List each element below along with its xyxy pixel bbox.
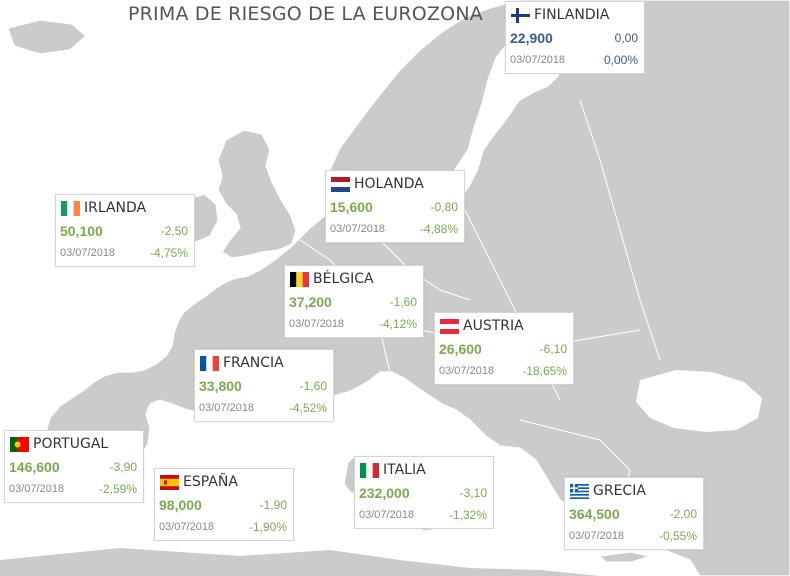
country-card-irlanda[interactable]: IRLANDA 50,100 -2,50 03/07/2018 -4,75% <box>55 194 195 267</box>
spread-value: 37,200 <box>289 294 332 310</box>
spread-date: 03/07/2018 <box>199 402 255 414</box>
spread-value: 15,600 <box>330 199 373 215</box>
country-name: PORTUGAL <box>33 436 109 452</box>
spread-change-percent: -4,88% <box>419 222 458 236</box>
page-title: PRIMA DE RIESGO DE LA EUROZONA <box>128 3 483 25</box>
spread-value: 22,900 <box>510 30 553 46</box>
italy-flag-icon <box>360 463 379 478</box>
spread-change: 0,00 <box>614 31 638 45</box>
country-name: GRECIA <box>593 483 646 499</box>
spread-change-percent: -4,75% <box>149 246 188 260</box>
spread-change: -6,10 <box>539 342 567 356</box>
country-name: ITALIA <box>383 462 426 478</box>
spread-change-percent: -4,12% <box>378 317 417 331</box>
spread-date: 03/07/2018 <box>569 530 625 542</box>
spread-change: -2,50 <box>160 224 188 238</box>
adriatic-sea <box>418 392 486 456</box>
spread-change: -3,10 <box>459 486 487 500</box>
country-name: FRANCIA <box>223 355 284 371</box>
belgium-flag-icon <box>290 272 309 287</box>
spread-date: 03/07/2018 <box>9 483 65 495</box>
ireland-flag-icon <box>61 201 80 216</box>
spread-change-percent: -1,32% <box>448 508 487 522</box>
spread-value: 26,600 <box>439 341 482 357</box>
austria-flag-icon <box>440 319 459 334</box>
great-britain-shape <box>217 129 297 259</box>
spread-change: -1,90 <box>259 498 287 512</box>
spread-value: 232,000 <box>359 485 410 501</box>
spread-change: -1,60 <box>389 295 417 309</box>
spain-flag-icon <box>160 475 179 490</box>
france-flag-icon <box>200 356 219 371</box>
black-sea <box>636 370 762 432</box>
spread-value: 50,100 <box>60 223 103 239</box>
country-card-belgica[interactable]: BÉLGICA 37,200 -1,60 03/07/2018 -4,12% <box>284 265 424 338</box>
spread-change: -2,00 <box>669 507 697 521</box>
spread-date: 03/07/2018 <box>510 54 566 66</box>
crete-shape <box>599 551 651 563</box>
spread-date: 03/07/2018 <box>60 247 116 259</box>
country-card-grecia[interactable]: GRECIA 364,500 -2,00 03/07/2018 -0,55% <box>564 477 704 550</box>
spread-change: -3,90 <box>109 460 137 474</box>
spread-date: 03/07/2018 <box>330 223 386 235</box>
spread-value: 146,600 <box>9 459 60 475</box>
border-line <box>579 99 661 361</box>
country-card-italia[interactable]: ITALIA 232,000 -3,10 03/07/2018 -1,32% <box>354 456 494 529</box>
country-card-austria[interactable]: AUSTRIA 26,600 -6,10 03/07/2018 -18,65% <box>434 312 574 385</box>
country-card-holanda[interactable]: HOLANDA 15,600 -0,80 03/07/2018 -4,88% <box>325 170 465 243</box>
country-name: BÉLGICA <box>313 271 374 287</box>
country-name: IRLANDA <box>84 200 147 216</box>
spread-change-percent: -0,55% <box>658 529 697 543</box>
north-africa-shape <box>0 548 600 576</box>
spread-date: 03/07/2018 <box>359 509 415 521</box>
iceland-shape <box>7 19 87 55</box>
greece-flag-icon <box>570 484 589 499</box>
spread-value: 364,500 <box>569 506 620 522</box>
spread-change: -0,80 <box>430 200 458 214</box>
spread-date: 03/07/2018 <box>159 521 215 533</box>
finland-flag-icon <box>511 8 530 23</box>
country-name: FINLANDIA <box>534 7 610 23</box>
country-name: ESPAÑA <box>183 474 238 490</box>
spread-change-percent: 0,00% <box>603 53 638 67</box>
spread-change-percent: -1,90% <box>248 520 287 534</box>
netherlands-flag-icon <box>331 177 350 192</box>
spread-change: -1,60 <box>299 379 327 393</box>
spread-date: 03/07/2018 <box>289 318 345 330</box>
country-name: HOLANDA <box>354 176 424 192</box>
country-name: AUSTRIA <box>463 318 524 334</box>
spread-change-percent: -18,65% <box>522 364 567 378</box>
spread-value: 98,000 <box>159 497 202 513</box>
country-card-finlandia[interactable]: FINLANDIA 22,900 0,00 03/07/2018 0,00% <box>505 1 645 74</box>
portugal-flag-icon <box>10 437 29 452</box>
spread-date: 03/07/2018 <box>439 365 495 377</box>
country-card-portugal[interactable]: PORTUGAL 146,600 -3,90 03/07/2018 -2,59% <box>4 430 144 503</box>
country-card-espana[interactable]: ESPAÑA 98,000 -1,90 03/07/2018 -1,90% <box>154 468 294 541</box>
spread-value: 33,800 <box>199 378 242 394</box>
country-card-francia[interactable]: FRANCIA 33,800 -1,60 03/07/2018 -4,52% <box>194 349 334 422</box>
spread-change-percent: -4,52% <box>288 401 327 415</box>
spread-change-percent: -2,59% <box>98 482 137 496</box>
